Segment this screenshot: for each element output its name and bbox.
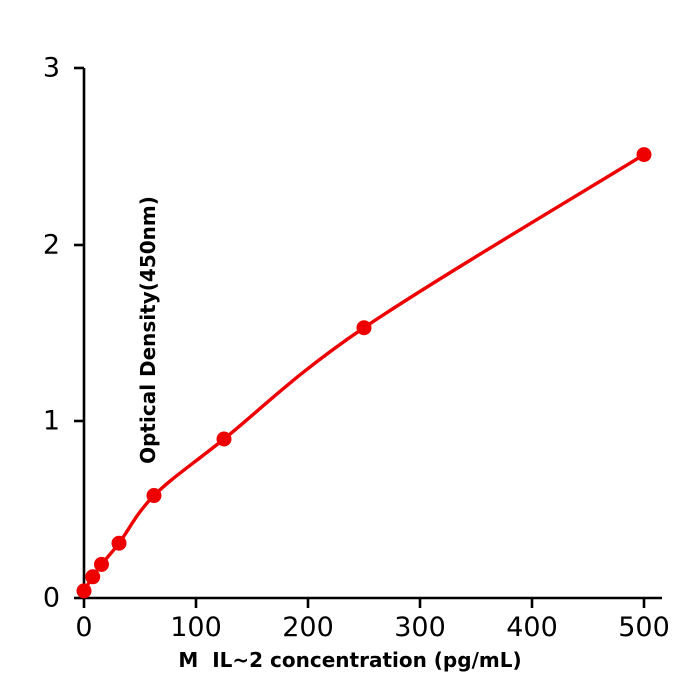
data-point xyxy=(76,583,92,599)
y-tick-label-0: 0 xyxy=(42,582,60,614)
x-tick-label-200: 200 xyxy=(282,612,334,643)
y-tick-marks xyxy=(74,66,84,600)
standard-curve-line xyxy=(82,152,646,593)
x-tick-label-400: 400 xyxy=(506,612,558,643)
data-point xyxy=(216,431,232,447)
x-axis-title: M IL~2 concentration (pg/mL) xyxy=(178,648,522,672)
x-tick-marks xyxy=(82,598,646,608)
x-tick-label-0: 0 xyxy=(75,612,93,643)
x-tick-label-300: 300 xyxy=(394,612,446,643)
y-tick-label-2: 2 xyxy=(42,229,60,261)
data-point xyxy=(111,535,127,551)
y-tick-label-1: 1 xyxy=(42,405,60,437)
x-tick-label-500: 500 xyxy=(618,612,670,643)
data-point xyxy=(636,147,652,163)
data-point xyxy=(85,569,101,585)
data-point xyxy=(146,488,162,504)
data-point xyxy=(356,320,372,336)
x-tick-label-100: 100 xyxy=(170,612,222,643)
y-axis-title: Optical Density(450nm) xyxy=(135,196,160,464)
data-point-markers xyxy=(76,147,652,599)
data-point xyxy=(93,556,109,572)
y-tick-label-3: 3 xyxy=(42,52,60,84)
